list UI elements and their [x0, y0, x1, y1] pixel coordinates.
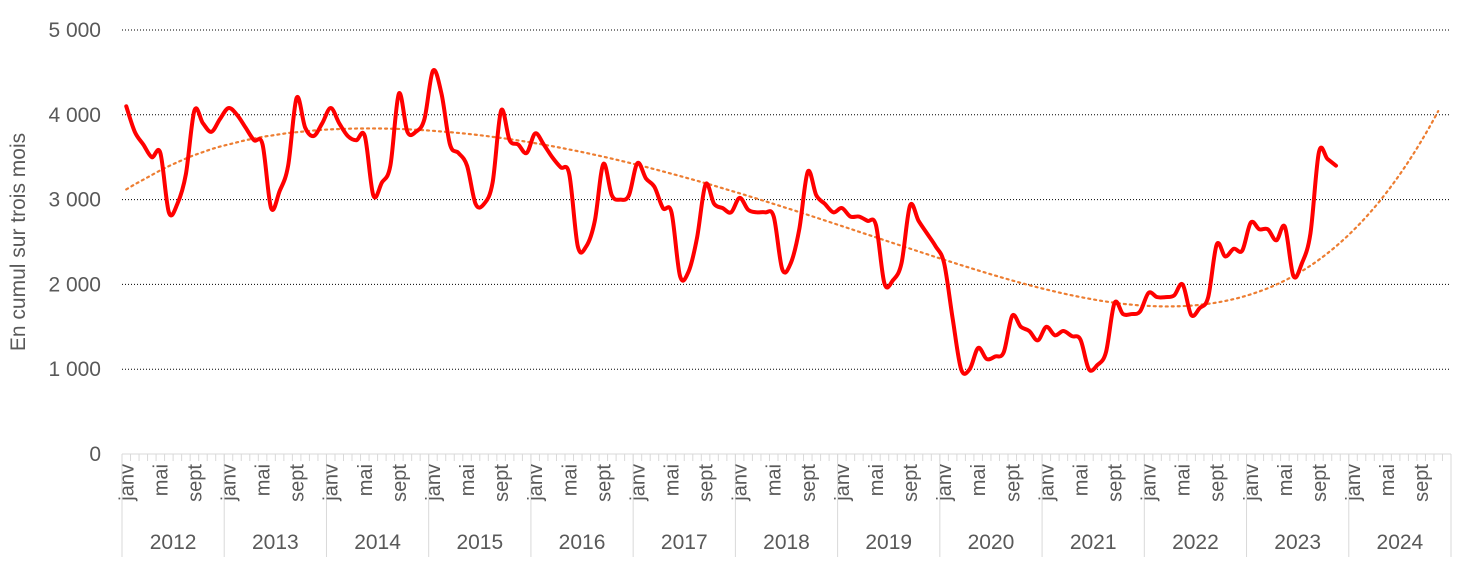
x-month-label: mai — [1377, 464, 1399, 496]
x-month-label: mai — [661, 464, 683, 496]
x-year-label: 2014 — [354, 531, 401, 554]
y-tick-label: 5 000 — [48, 19, 101, 42]
x-month-label: sept — [798, 464, 820, 502]
y-tick-label: 2 000 — [48, 273, 101, 296]
y-tick-label: 4 000 — [48, 104, 101, 127]
x-year-label: 2020 — [968, 531, 1015, 554]
y-tick-label: 0 — [89, 443, 101, 466]
x-year-label: 2021 — [1070, 531, 1117, 554]
x-month-label: mai — [150, 464, 172, 496]
x-month-label: janv — [525, 464, 547, 502]
x-year-label: 2023 — [1274, 531, 1321, 554]
x-month-label: mai — [355, 464, 377, 496]
x-year-label: 2024 — [1377, 531, 1424, 554]
x-month-label: janv — [218, 464, 240, 502]
x-month-label: mai — [457, 464, 479, 496]
x-month-label: janv — [423, 464, 445, 502]
trendline — [125, 110, 1440, 308]
x-month-label: sept — [1411, 464, 1433, 502]
x-year-label: 2018 — [763, 531, 810, 554]
y-axis-tick-labels: 0 1 000 2 000 3 000 4 000 5 000 — [48, 19, 101, 466]
x-year-label: 2017 — [661, 531, 708, 554]
x-year-label: 2016 — [559, 531, 606, 554]
x-month-label: janv — [730, 464, 752, 502]
x-year-label: 2012 — [150, 531, 197, 554]
x-month-label: sept — [1207, 464, 1229, 502]
trendline-group — [125, 110, 1440, 308]
x-month-label: sept — [389, 464, 411, 502]
x-month-label: mai — [764, 464, 786, 496]
y-tick-label: 1 000 — [48, 358, 101, 381]
gridlines — [122, 29, 1451, 370]
x-month-label: janv — [321, 464, 343, 502]
x-month-label: janv — [1343, 464, 1365, 502]
series-line — [124, 67, 1338, 376]
x-month-label: sept — [491, 464, 513, 502]
x-month-label: sept — [1002, 464, 1024, 502]
x-month-label: janv — [1139, 464, 1161, 502]
x-month-label: mai — [559, 464, 581, 496]
x-year-label: 2019 — [865, 531, 912, 554]
x-month-label: sept — [1104, 464, 1126, 502]
y-tick-label: 3 000 — [48, 189, 101, 212]
x-month-label: sept — [287, 464, 309, 502]
x-year-label: 2022 — [1172, 531, 1219, 554]
x-month-label: janv — [1036, 464, 1058, 502]
x-month-label: janv — [934, 464, 956, 502]
x-month-label: mai — [968, 464, 990, 496]
x-month-label: janv — [1241, 464, 1263, 502]
x-month-label: mai — [1070, 464, 1092, 496]
series-group — [124, 67, 1338, 376]
x-month-label: sept — [184, 464, 206, 502]
x-month-label: mai — [253, 464, 275, 496]
x-month-label: mai — [866, 464, 888, 496]
x-month-label: mai — [1275, 464, 1297, 496]
x-month-label: sept — [1309, 464, 1331, 502]
x-month-label: janv — [832, 464, 854, 502]
x-year-label: 2013 — [252, 531, 299, 554]
x-year-label: 2015 — [456, 531, 503, 554]
x-month-label: janv — [116, 464, 138, 502]
x-month-label: sept — [593, 464, 615, 502]
x-month-label: sept — [900, 464, 922, 502]
x-month-label: janv — [627, 464, 649, 502]
y-axis-label: En cumul sur trois mois — [7, 133, 30, 351]
x-month-label: sept — [696, 464, 718, 502]
x-month-label: mai — [1173, 464, 1195, 496]
